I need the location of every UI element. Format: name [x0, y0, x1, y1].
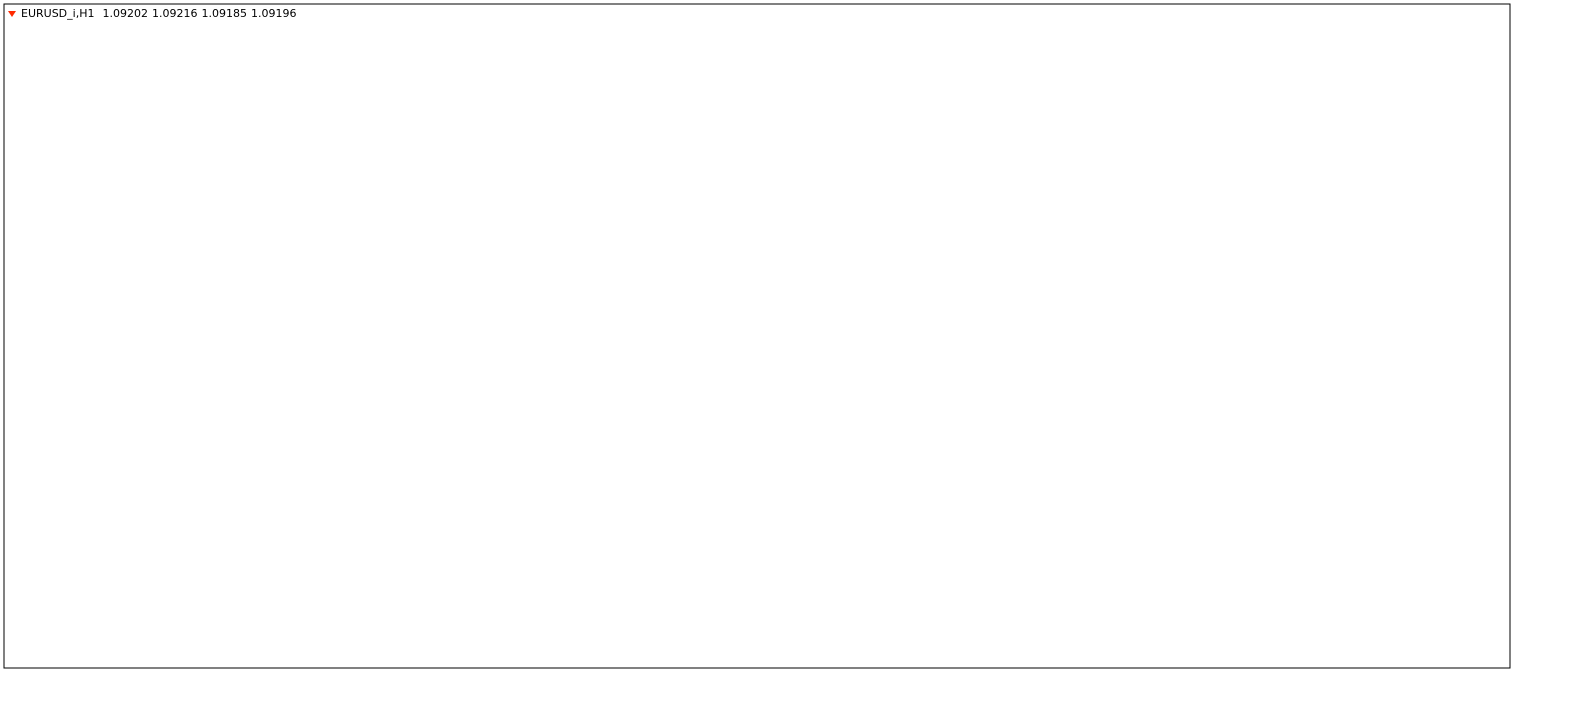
header-high: 1.09216 — [152, 7, 198, 20]
header-open: 1.09202 — [102, 7, 148, 20]
header-low: 1.09185 — [201, 7, 247, 20]
header-marker — [8, 11, 16, 17]
chart-header: EURUSD_i,H1 1.09202 1.09216 1.09185 1.09196 — [21, 7, 296, 20]
symbol: EURUSD_i,H1 — [21, 7, 94, 20]
plot-frame — [3, 3, 1511, 669]
header-close: 1.09196 — [251, 7, 297, 20]
